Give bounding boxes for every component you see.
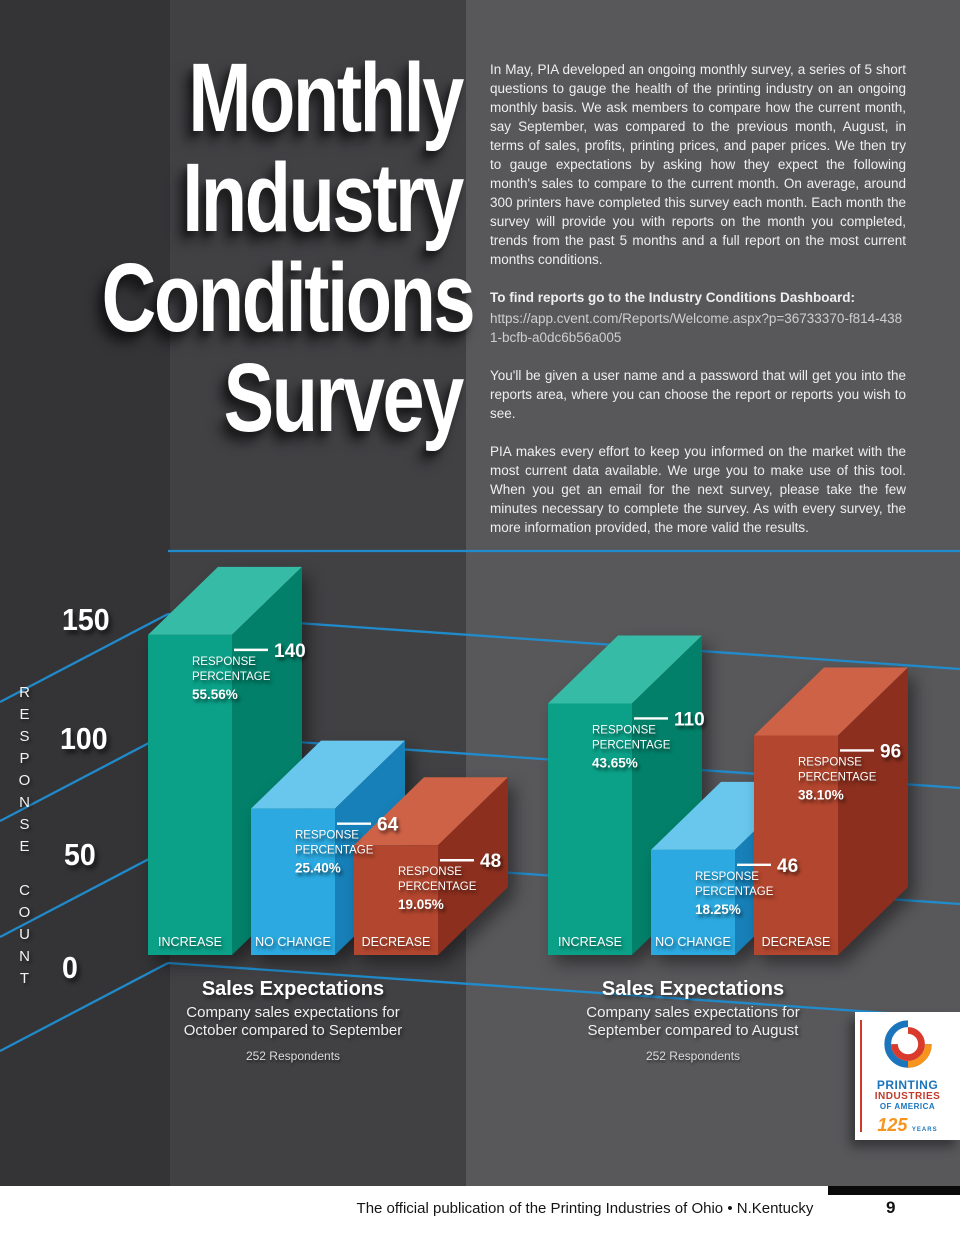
intro-paragraph-3: PIA makes every effort to keep you infor… xyxy=(490,444,906,535)
chart-1-subtitle-line-2: October compared to September xyxy=(183,1022,403,1039)
response-percentage-word-2: PERCENTAGE xyxy=(398,881,477,893)
bar-category-label: INCREASE xyxy=(558,935,622,949)
chart-1-caption: Sales Expectations Company sales expecta… xyxy=(143,978,443,1063)
response-percentage-word-2: PERCENTAGE xyxy=(798,771,877,783)
response-percentage-word-1: RESPONSE xyxy=(295,830,359,842)
y-tick-50: 50 xyxy=(64,837,96,872)
response-percentage-word-2: PERCENTAGE xyxy=(592,739,671,751)
response-percentage-word-2: PERCENTAGE xyxy=(295,845,374,857)
chart-1-respondents: 252 Respondents xyxy=(245,1049,341,1063)
footer-publication-line: The official publication of the Printing… xyxy=(356,1200,814,1217)
response-percentage-value: 19.05% xyxy=(398,897,444,912)
response-percentage-word-1: RESPONSE xyxy=(695,871,759,883)
bar-front-face xyxy=(148,634,232,955)
chart-2-subtitle-line-1: Company sales expectations for xyxy=(586,1004,800,1021)
pia-logo-box: PRINTING INDUSTRIES OF AMERICA 125 YEARS xyxy=(855,1012,960,1140)
title-line-2: Industry xyxy=(182,143,464,252)
pia-swirl-icon xyxy=(883,1020,932,1068)
bar-front-face xyxy=(651,849,735,955)
bar-category-label: INCREASE xyxy=(158,935,222,949)
bar-value-label: 64 xyxy=(377,815,399,836)
logo-years-number: 125 xyxy=(877,1115,908,1135)
chart-2-subtitle-line-2: September compared to August xyxy=(587,1022,799,1039)
title-line-3: Conditions xyxy=(101,243,476,352)
logo-anniversary: 125 YEARS xyxy=(855,1115,960,1136)
response-percentage-word-1: RESPONSE xyxy=(592,724,656,736)
chart1-bar-decrease xyxy=(354,777,508,955)
response-percentage-word-1: RESPONSE xyxy=(398,866,462,878)
title-line-1: Monthly xyxy=(188,43,464,152)
bar-top-face xyxy=(354,777,508,846)
chart-1-subtitle-line-1: Company sales expectations for xyxy=(186,1004,400,1021)
bar-value-label: 48 xyxy=(480,851,501,872)
bar-category-label: NO CHANGE xyxy=(655,935,731,949)
bar-labels-layer: 140 RESPONSE PERCENTAGE 55.56% INCREASE 64 RES… xyxy=(158,641,901,949)
response-percentage-value: 43.65% xyxy=(592,755,638,770)
dashboard-heading: To find reports go to the Industry Condi… xyxy=(490,290,855,305)
intro-paragraph-1: In May, PIA developed an ongoing monthly… xyxy=(490,62,906,267)
y-tick-100: 100 xyxy=(60,721,108,756)
left-darker-strip xyxy=(0,0,170,1186)
y-tick-150: 150 xyxy=(62,602,110,637)
gridline-100-left xyxy=(0,731,169,823)
response-percentage-word-1: RESPONSE xyxy=(798,756,862,768)
logo-text-printing: PRINTING xyxy=(876,1078,939,1092)
gridline-50-left xyxy=(0,847,169,939)
logo-text-industries: INDUSTRIES xyxy=(874,1091,941,1102)
bar-category-label: NO CHANGE xyxy=(255,935,331,949)
gridline-0 xyxy=(167,961,960,1020)
title-line-4: Survey xyxy=(223,343,465,452)
logo-text-of-america: OF AMERICA xyxy=(879,1102,936,1111)
logo-accent-stripe xyxy=(860,1020,862,1132)
bar-top-face xyxy=(548,635,702,704)
bar-front-face xyxy=(754,735,838,955)
gridline-0-left xyxy=(0,961,169,1053)
response-percentage-word-1: RESPONSE xyxy=(192,656,256,668)
response-percentage-value: 18.25% xyxy=(695,902,741,917)
y-axis-title: RESPONSE COUNT xyxy=(16,684,33,992)
page-footer: The official publication of the Printing… xyxy=(0,1186,960,1242)
response-percentage-value: 25.40% xyxy=(295,861,341,876)
chart-2-caption: Sales Expectations Company sales expecta… xyxy=(543,978,843,1063)
page-title: Monthly Industry Conditions Survey xyxy=(0,43,476,452)
bar-side-face xyxy=(438,777,508,955)
bar-category-label: DECREASE xyxy=(362,935,431,949)
chart-1-title: Sales Expectations xyxy=(201,978,385,1000)
footer-black-bar xyxy=(828,1186,960,1195)
y-tick-0: 0 xyxy=(62,950,78,985)
bar-side-face xyxy=(838,667,908,955)
bar-top-face xyxy=(754,667,908,736)
bar-top-face xyxy=(251,740,405,809)
response-percentage-value: 38.10% xyxy=(798,787,844,802)
intro-paragraph-2: You'll be given a user name and a passwo… xyxy=(490,368,906,421)
intro-text-block: In May, PIA developed an ongoing monthly… xyxy=(490,60,906,556)
bar-value-label: 110 xyxy=(674,709,705,730)
chart-2-respondents: 252 Respondents xyxy=(645,1049,741,1063)
response-percentage-word-2: PERCENTAGE xyxy=(192,671,271,683)
bar-value-label: 140 xyxy=(274,641,306,662)
page-number: 9 xyxy=(886,1198,896,1217)
bar-top-face xyxy=(148,566,302,635)
bar-front-face xyxy=(354,845,438,955)
dashboard-url-link[interactable]: https://app.cvent.com/Reports/Welcome.as… xyxy=(490,311,903,345)
bars-layer xyxy=(148,566,908,955)
logo-years-word: YEARS xyxy=(911,1127,938,1133)
chart-2-title: Sales Expectations xyxy=(601,978,785,1000)
gridline-150-left xyxy=(0,612,169,704)
response-percentage-word-2: PERCENTAGE xyxy=(695,886,774,898)
chart2-bar-decrease xyxy=(754,667,908,955)
response-percentage-value: 55.56% xyxy=(192,687,238,702)
bar-value-label: 96 xyxy=(880,741,901,762)
bar-value-label: 46 xyxy=(777,856,798,877)
bar-front-face xyxy=(251,808,335,955)
bar-front-face xyxy=(548,703,632,955)
bar-category-label: DECREASE xyxy=(762,935,831,949)
